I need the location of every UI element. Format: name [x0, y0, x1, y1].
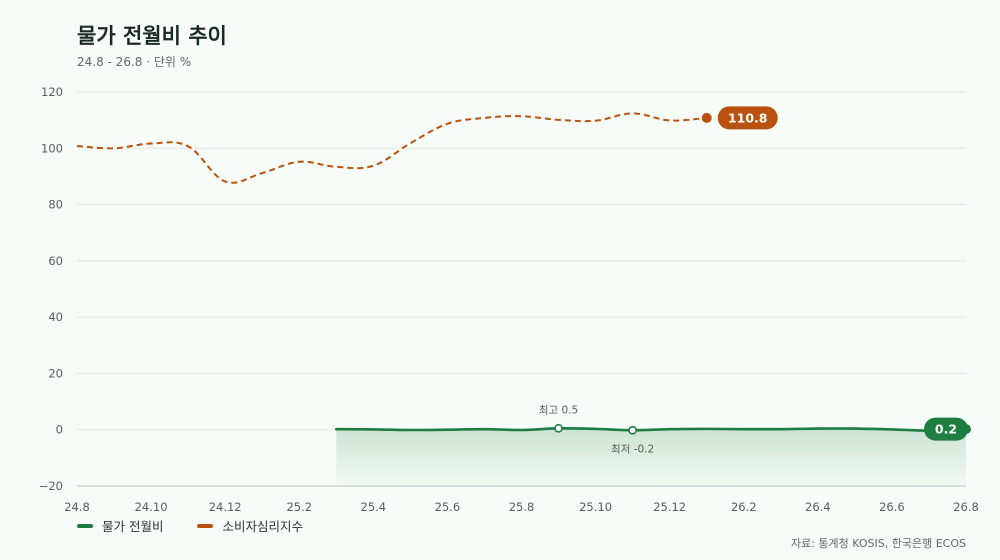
x-tick-label: 26.6	[879, 500, 905, 514]
data-point-price	[334, 427, 338, 431]
gridlines	[77, 91, 966, 487]
data-point-sentiment	[445, 122, 449, 126]
data-point-price	[520, 428, 524, 432]
legend: 물가 전월비 소비자심리지수	[77, 516, 303, 535]
data-point-price	[779, 427, 783, 431]
data-point-price	[594, 427, 598, 431]
data-point-price	[890, 427, 894, 431]
data-point-price	[668, 427, 672, 431]
legend-item-price[interactable]: 물가 전월비	[77, 516, 163, 535]
y-tick-label: −20	[39, 479, 63, 493]
end-label-price: 0.2	[935, 422, 957, 437]
y-tick-label: 120	[41, 85, 63, 99]
chart-title: 물가 전월비 추이	[77, 24, 227, 48]
data-point-price	[371, 427, 375, 431]
data-point-sentiment	[223, 179, 227, 183]
data-point-price	[408, 428, 412, 432]
data-point-sentiment	[557, 118, 561, 122]
legend-swatch-price	[77, 523, 93, 528]
annotations-layer: 최고 0.5 최저 -0.2 0.2 110.8	[539, 106, 971, 455]
data-point-sentiment	[482, 116, 486, 120]
series-line-sentiment	[76, 112, 707, 184]
y-tick-label: 80	[48, 198, 63, 212]
data-point-sentiment	[186, 144, 190, 148]
legend-swatch-sentiment	[197, 523, 214, 528]
x-axis-ticks: 24.8 24.10 24.12 25.2 25.4 25.6 25.8 25.10 25.12…	[64, 500, 979, 514]
data-point-price	[816, 427, 820, 431]
data-point-sentiment	[371, 164, 375, 168]
annotation-label: 최저 -0.2	[611, 443, 654, 455]
data-point-sentiment	[260, 171, 264, 175]
y-axis-ticks: 120 100 80 60 40 20 0 −20	[39, 85, 63, 493]
x-tick-label: 26.4	[805, 500, 831, 514]
annotation-marker	[554, 423, 563, 433]
data-point-sentiment	[334, 165, 338, 169]
x-tick-label: 25.2	[286, 500, 312, 514]
data-point-sentiment	[631, 111, 635, 115]
x-tick-label: 24.10	[135, 500, 168, 514]
data-point-sentiment	[408, 141, 412, 145]
chart-subtitle: 24.8 - 26.8 · 단위 %	[77, 55, 192, 69]
data-point-sentiment	[668, 118, 672, 122]
x-tick-label: 25.6	[435, 500, 461, 514]
x-tick-label: 26.8	[953, 500, 979, 514]
data-point-sentiment	[520, 114, 524, 118]
data-point-sentiment	[149, 142, 153, 146]
y-tick-label: 40	[48, 310, 63, 324]
data-point-price	[742, 427, 746, 431]
source-note: 자료: 통계청 KOSIS, 한국은행 ECOS	[790, 537, 966, 550]
series-layer	[75, 111, 968, 486]
end-point-sentiment	[701, 112, 712, 123]
x-tick-label: 25.4	[361, 500, 387, 514]
data-point-price	[445, 428, 449, 432]
y-tick-label: 100	[41, 141, 63, 155]
x-tick-label: 25.8	[509, 500, 535, 514]
x-tick-label: 24.8	[64, 500, 90, 514]
x-tick-label: 25.10	[579, 500, 612, 514]
x-tick-label: 25.12	[653, 500, 686, 514]
y-tick-label: 60	[48, 254, 63, 268]
end-label-price-bg	[924, 417, 968, 441]
data-point-price	[482, 427, 486, 431]
end-label-sentiment: 110.8	[728, 110, 768, 125]
x-tick-label: 24.12	[209, 500, 242, 514]
y-tick-label: 0	[56, 423, 63, 437]
data-point-sentiment	[594, 119, 598, 123]
data-point-price	[853, 427, 857, 431]
data-point-sentiment	[75, 144, 79, 148]
end-label-sentiment-bg	[717, 106, 778, 130]
y-tick-label: 20	[48, 366, 63, 380]
x-tick-label: 26.2	[731, 500, 757, 514]
legend-item-sentiment[interactable]: 소비자심리지수	[197, 516, 303, 535]
annotation-marker	[628, 425, 638, 435]
annotation-label: 최고 0.5	[539, 404, 578, 416]
data-point-sentiment	[112, 146, 116, 150]
legend-label-sentiment: 소비자심리지수	[222, 519, 303, 534]
series-area-price	[336, 428, 966, 486]
data-point-price	[705, 427, 709, 431]
legend-label-price: 물가 전월비	[102, 519, 164, 534]
data-point-sentiment	[297, 160, 301, 164]
series-line-price	[334, 426, 968, 432]
